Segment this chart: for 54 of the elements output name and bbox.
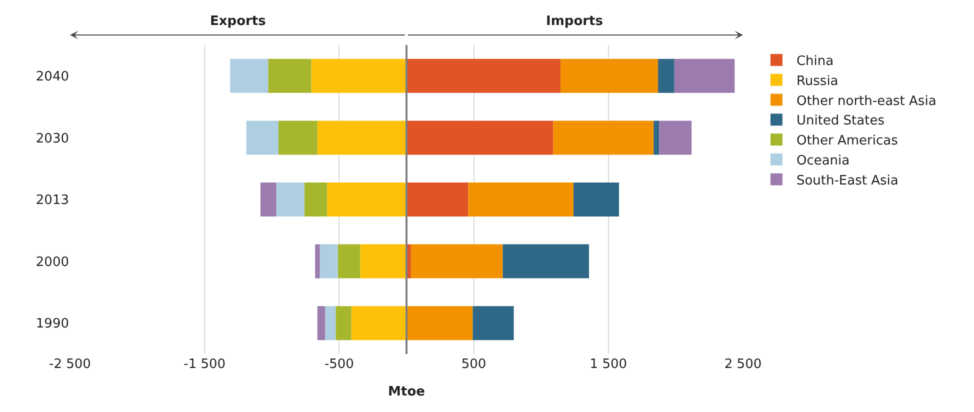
bar [315, 244, 320, 278]
bar [311, 58, 406, 93]
bar [276, 182, 304, 216]
bar [574, 182, 620, 216]
bar [659, 120, 692, 155]
bar [472, 306, 514, 340]
bar [658, 58, 674, 93]
legend-label: Other Americas [796, 134, 898, 149]
legend-label: China [796, 54, 834, 70]
bar [351, 306, 406, 340]
bar [327, 182, 406, 216]
legend-label: Other north-east Asia [796, 94, 936, 109]
y-tick-label: 2000 [36, 254, 69, 270]
x-tick-label: -2 500 [49, 357, 91, 372]
legend-label: South-East Asia [796, 173, 898, 188]
y-tick-label: 2030 [36, 131, 69, 146]
bar [260, 182, 276, 216]
bar [410, 244, 503, 278]
x-tick-label: 2 500 [724, 357, 762, 372]
bar [336, 306, 352, 340]
legend-label: Oceania [796, 154, 850, 169]
x-tick-label: 500 [461, 357, 486, 372]
bar [674, 58, 735, 93]
bar [406, 182, 468, 216]
bar [317, 306, 326, 340]
x-tick-label: -500 [324, 357, 354, 372]
bar [304, 182, 328, 216]
y-tick-label: 1990 [36, 316, 69, 332]
text: Exports [210, 14, 266, 29]
bar [553, 120, 654, 155]
y-tick-label: 2040 [36, 69, 69, 84]
bar [230, 58, 268, 93]
legend-label: United States [796, 114, 885, 129]
bar [325, 306, 336, 340]
bar [360, 244, 406, 278]
bar [502, 244, 590, 278]
bar [406, 58, 560, 93]
x-axis-title: Mtoe [388, 384, 426, 400]
x-tick-label: 1 500 [590, 357, 628, 372]
bar [654, 120, 660, 155]
bar [406, 120, 554, 155]
legend-label: Russia [796, 74, 838, 89]
x-tick-label: -1 500 [184, 357, 226, 372]
y-tick-label: 2013 [36, 193, 69, 208]
bar [406, 306, 473, 340]
bar [278, 120, 318, 155]
bar [560, 58, 658, 93]
bar [320, 244, 338, 278]
bar [338, 244, 360, 278]
bar [268, 58, 312, 93]
bar [468, 182, 574, 216]
bar [317, 120, 406, 155]
bar [246, 120, 278, 155]
text: Imports [546, 14, 604, 29]
